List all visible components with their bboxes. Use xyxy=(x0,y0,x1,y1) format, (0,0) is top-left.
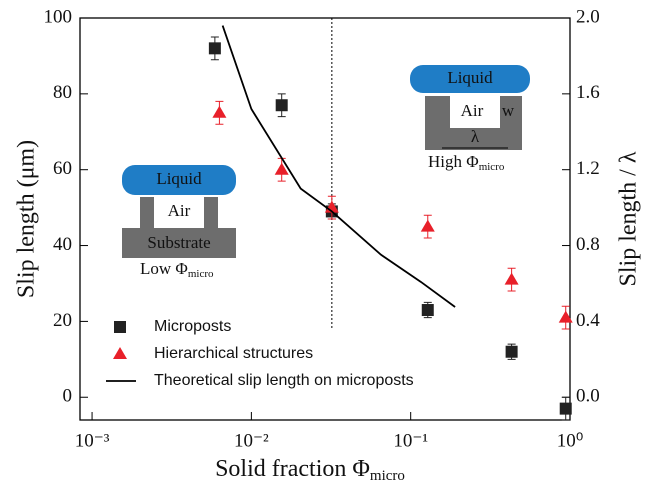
low-sub: micro xyxy=(188,268,214,280)
inset-right: Liquid Air w λ High Φmicro xyxy=(410,65,530,173)
low-text: Low Φ xyxy=(140,259,188,278)
legend-swatch xyxy=(114,321,126,333)
chart: Liquid Air Substrate Low Φmicro Liquid A… xyxy=(0,0,648,495)
air-label: Air xyxy=(461,101,484,120)
post xyxy=(140,197,154,229)
legend-label: Theoretical slip length on microposts xyxy=(154,372,414,389)
y-tick-label: 60 xyxy=(53,158,72,179)
x-label-text: Solid fraction Φ xyxy=(215,456,370,482)
low-label: Low Φmicro xyxy=(140,259,214,280)
legend-label: Microposts xyxy=(154,318,231,335)
x-tick-label: 10⁰ xyxy=(557,430,584,451)
post xyxy=(204,197,218,229)
point xyxy=(506,346,518,358)
point xyxy=(421,220,435,232)
x-label-sub: micro xyxy=(370,468,405,484)
point xyxy=(209,42,221,54)
y2-axis-label: Slip length / λ xyxy=(616,151,642,286)
y2-tick-label: 0.4 xyxy=(576,310,600,331)
substrate-label: Substrate xyxy=(147,233,210,252)
x-tick-label: 10⁻² xyxy=(234,430,269,451)
legend-swatch xyxy=(113,347,127,359)
y-tick-label: 0 xyxy=(63,386,73,407)
page: Liquid Air Substrate Low Φmicro Liquid A… xyxy=(0,0,648,495)
w-label: w xyxy=(502,101,515,120)
y2-tick-label: 1.2 xyxy=(576,158,600,179)
y2-tick-label: 0.0 xyxy=(576,386,600,407)
y2-tick-label: 1.6 xyxy=(576,82,600,103)
y2-tick-label: 2.0 xyxy=(576,6,600,27)
point xyxy=(560,403,572,415)
x-tick-label: 10⁻³ xyxy=(75,430,110,451)
point xyxy=(505,273,519,285)
point xyxy=(276,99,288,111)
high-sub: micro xyxy=(479,161,505,173)
y-tick-label: 40 xyxy=(53,234,72,255)
point xyxy=(212,106,226,118)
lambda-label: λ xyxy=(471,127,480,146)
x-tick-label: 10⁻¹ xyxy=(393,430,428,451)
y-tick-label: 100 xyxy=(44,6,73,27)
y-tick-label: 80 xyxy=(53,82,72,103)
point xyxy=(422,304,434,316)
y2-tick-label: 0.8 xyxy=(576,234,600,255)
liquid-label: Liquid xyxy=(156,169,202,188)
legend-label: Hierarchical structures xyxy=(154,345,313,362)
high-text: High Φ xyxy=(428,152,479,171)
y-tick-label: 20 xyxy=(53,310,72,331)
x-axis-label: Solid fraction Φmicro xyxy=(215,456,405,485)
high-label: High Φmicro xyxy=(428,152,505,173)
inset-left: Liquid Air Substrate Low Φmicro xyxy=(122,165,236,280)
liquid-label: Liquid xyxy=(447,68,493,87)
air-label: Air xyxy=(168,201,191,220)
y-axis-label: Slip length (μm) xyxy=(14,140,40,298)
